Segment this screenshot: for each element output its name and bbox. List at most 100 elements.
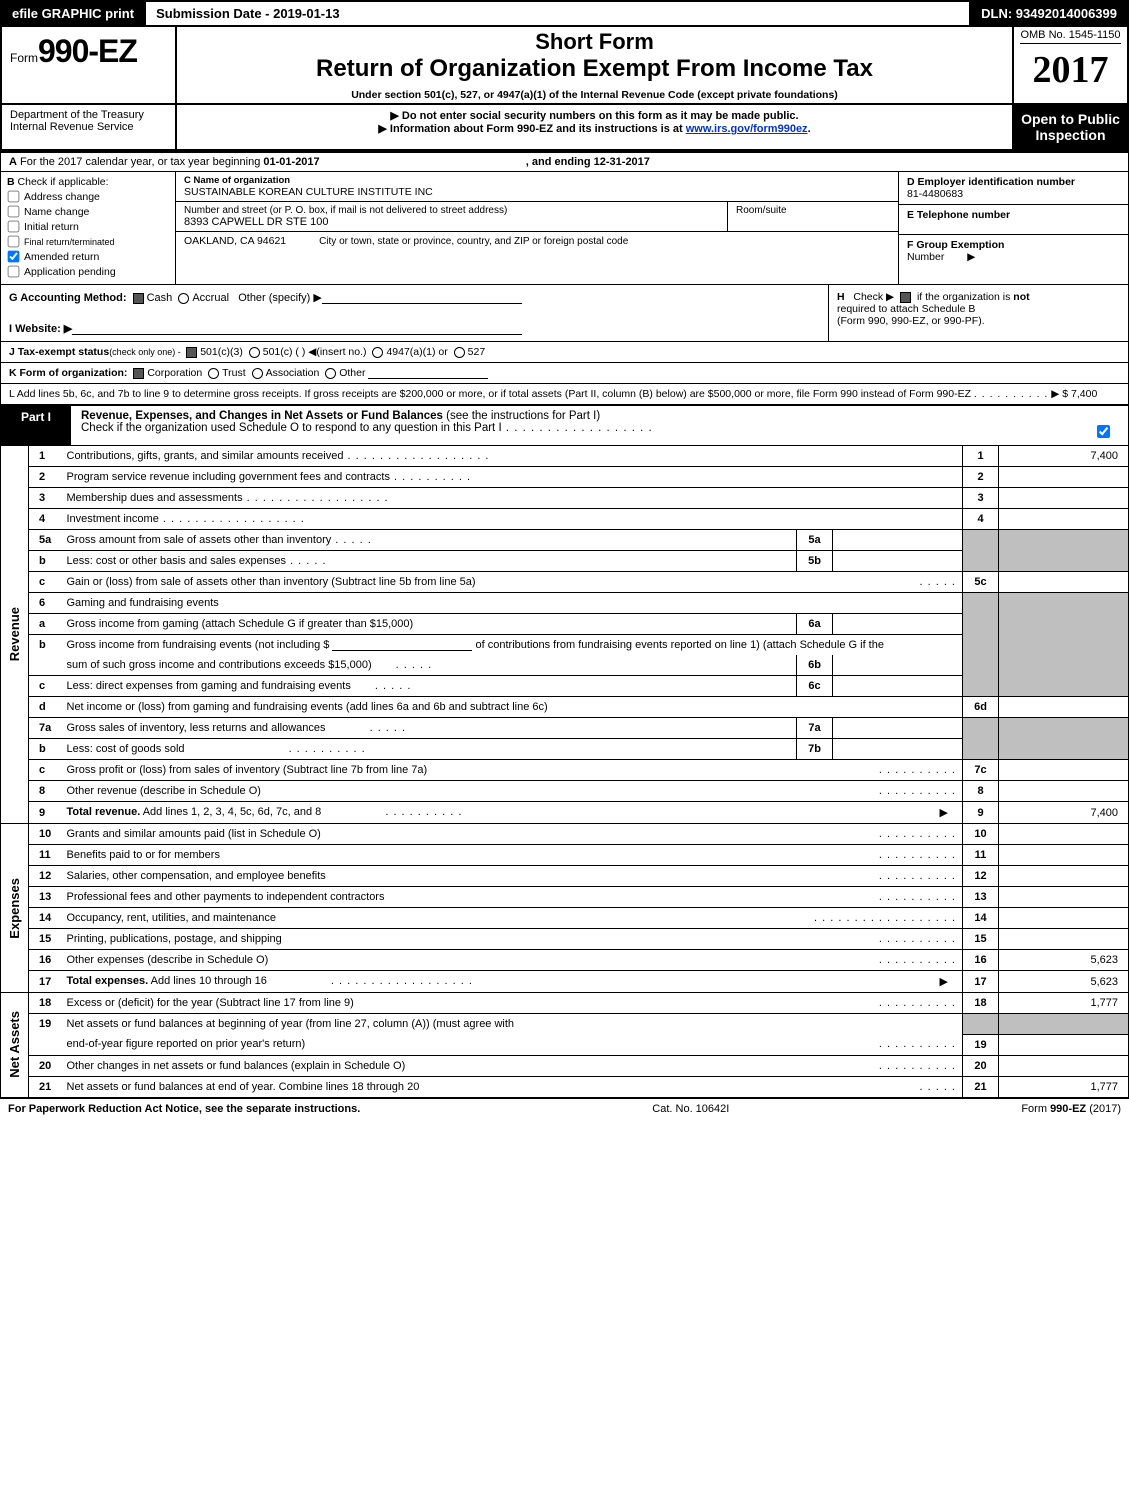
line-5b-num: b: [29, 551, 61, 572]
chk-final-return[interactable]: [8, 236, 20, 248]
line-6-grey-rbox: [963, 593, 999, 697]
line-6b-desc2: of contributions from fundraising events…: [472, 639, 884, 651]
chk-initial-return[interactable]: [8, 221, 20, 233]
header-right: OMB No. 1545-1150 2017: [1012, 27, 1127, 103]
line-6a-desc: Gross income from gaming (attach Schedul…: [61, 614, 797, 635]
line-14-rbox: 14: [963, 908, 999, 929]
line-6a: a Gross income from gaming (attach Sched…: [1, 614, 1129, 635]
ein-value: 81-4480683: [907, 188, 1120, 200]
line-21-desc: Net assets or fund balances at end of ye…: [61, 1076, 963, 1097]
other-specify-field[interactable]: [322, 292, 522, 304]
j-hint: (check only one) -: [109, 347, 183, 357]
line-17-rval: 5,623: [999, 971, 1129, 993]
lbl-527: 527: [468, 346, 486, 358]
line-14-rval: [999, 908, 1129, 929]
line-7b-mval: [833, 739, 963, 760]
line-6b-desc3: sum of such gross income and contributio…: [61, 655, 797, 676]
line-12-num: 12: [29, 866, 61, 887]
line-17: 17 Total expenses. Add lines 10 through …: [1, 971, 1129, 993]
street-label: Number and street (or P. O. box, if mail…: [184, 205, 719, 216]
fundraising-amount-field[interactable]: [332, 639, 472, 651]
chk-corp[interactable]: [133, 368, 144, 379]
form-title: Return of Organization Exempt From Incom…: [183, 55, 1006, 83]
line-6-desc: Gaming and fundraising events: [61, 593, 963, 614]
line-4-rval: [999, 509, 1129, 530]
chk-trust[interactable]: [208, 368, 219, 379]
line-7c-rval: [999, 760, 1129, 781]
row-ghi: G Accounting Method: Cash Accrual Other …: [0, 285, 1129, 342]
header-row: Form 990-EZ Short Form Return of Organiz…: [0, 27, 1129, 105]
chk-527[interactable]: [454, 347, 465, 358]
e-label: E Telephone number: [907, 209, 1010, 221]
instructions-link[interactable]: www.irs.gov/form990ez: [686, 123, 808, 135]
row-k: K Form of organization: Corporation Trus…: [0, 363, 1129, 384]
line-17-num: 17: [29, 971, 61, 993]
chk-accrual[interactable]: [178, 293, 189, 304]
line-15-rval: [999, 929, 1129, 950]
d-label: D Employer identification number: [907, 176, 1120, 188]
f-label: F Group Exemption: [907, 239, 1004, 251]
header-notes: ▶ Do not enter social security numbers o…: [177, 105, 1012, 149]
chk-h[interactable]: [900, 292, 911, 303]
line-6b-desc1: Gross income from fundraising events (no…: [61, 635, 963, 656]
chk-address-change[interactable]: [8, 191, 20, 203]
line-7a-num: 7a: [29, 718, 61, 739]
chk-assoc[interactable]: [252, 368, 263, 379]
line-21: 21 Net assets or fund balances at end of…: [1, 1076, 1129, 1097]
line-3-num: 3: [29, 488, 61, 509]
chk-501c3[interactable]: [186, 347, 197, 358]
chk-other-org[interactable]: [325, 368, 336, 379]
line-17-rbox: 17: [963, 971, 999, 993]
chk-application-pending[interactable]: [8, 266, 20, 278]
lbl-application-pending: Application pending: [24, 266, 116, 278]
lbl-accrual: Accrual: [192, 292, 229, 304]
short-form-label: Short Form: [183, 29, 1006, 55]
line-2-desc: Program service revenue including govern…: [61, 467, 963, 488]
line-18-rval: 1,777: [999, 993, 1129, 1014]
chk-name-change[interactable]: [8, 206, 20, 218]
group-exemption-row: F Group Exemption Number ▶: [899, 235, 1128, 267]
lines-table: Revenue 1 Contributions, gifts, grants, …: [0, 446, 1129, 1098]
header-center: Short Form Return of Organization Exempt…: [177, 27, 1012, 103]
line-15: 15 Printing, publications, postage, and …: [1, 929, 1129, 950]
line-6d-rval: [999, 697, 1129, 718]
sidebar-expenses: Expenses: [1, 824, 29, 993]
line-20-num: 20: [29, 1055, 61, 1076]
lbl-501c: 501(c) ( ) ◀(insert no.): [263, 346, 367, 358]
line-16-rbox: 16: [963, 950, 999, 971]
line-4-rbox: 4: [963, 509, 999, 530]
line-6c-num: c: [29, 676, 61, 697]
org-name-row: C Name of organization SUSTAINABLE KOREA…: [176, 172, 898, 202]
line-6c-mval: [833, 676, 963, 697]
website-field[interactable]: [72, 323, 522, 335]
row-j: J Tax-exempt status(check only one) - 50…: [0, 342, 1129, 363]
line-2-num: 2: [29, 467, 61, 488]
sidebar-revenue: Revenue: [1, 446, 29, 824]
chk-4947[interactable]: [372, 347, 383, 358]
lbl-amended-return: Amended return: [24, 251, 99, 263]
chk-cash[interactable]: [133, 293, 144, 304]
line-20: 20 Other changes in net assets or fund b…: [1, 1055, 1129, 1076]
line-5c-num: c: [29, 572, 61, 593]
org-name: SUSTAINABLE KOREAN CULTURE INSTITUTE INC: [184, 186, 890, 198]
form-prefix: Form: [10, 51, 38, 65]
other-org-field[interactable]: [368, 367, 488, 379]
line-6c-mbox: 6c: [797, 676, 833, 697]
chk-amended-return[interactable]: [8, 251, 20, 263]
line-5c: c Gain or (loss) from sale of assets oth…: [1, 572, 1129, 593]
line-19-2: end-of-year figure reported on prior yea…: [1, 1034, 1129, 1055]
form-number: 990-EZ: [38, 33, 137, 70]
line-11: 11 Benefits paid to or for members 11: [1, 845, 1129, 866]
h-label: H: [837, 291, 845, 303]
line-19-grey-rbox: [963, 1014, 999, 1035]
line-8-rbox: 8: [963, 781, 999, 802]
h-text3: required to attach Schedule B: [837, 303, 975, 315]
sidebar-expenses-label: Expenses: [7, 878, 22, 939]
l-text: L Add lines 5b, 6c, and 7b to line 9 to …: [9, 388, 971, 400]
line-14-desc: Occupancy, rent, utilities, and maintena…: [61, 908, 963, 929]
chk-501c[interactable]: [249, 347, 260, 358]
line-5c-rbox: 5c: [963, 572, 999, 593]
footer-right: Form 990-EZ (2017): [1021, 1103, 1121, 1115]
chk-schedule-o[interactable]: [1097, 425, 1110, 438]
line-6c-desc: Less: direct expenses from gaming and fu…: [61, 676, 797, 697]
